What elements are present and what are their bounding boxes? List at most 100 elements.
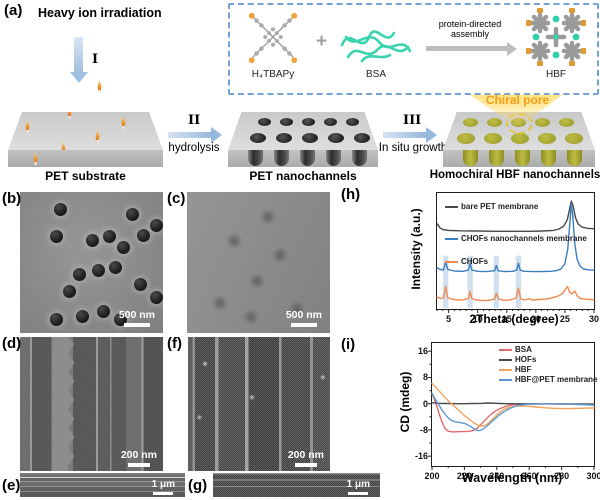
nanopore-icon bbox=[249, 273, 264, 288]
sem-image-e: 1 μm bbox=[20, 473, 185, 497]
nanopore-icon bbox=[150, 290, 163, 304]
panel-g-label: (g) bbox=[188, 477, 208, 494]
x-tick-label: 240 bbox=[489, 471, 505, 481]
legend-item: CHOFs nanochannels membrane bbox=[445, 234, 587, 243]
nanopore-icon bbox=[212, 296, 227, 311]
plus-icon: + bbox=[316, 31, 328, 52]
cd-plot: 200 220 240 260 280 300 16 8 0 -8 -16 BSA HOFs HBF HBF… bbox=[415, 342, 600, 481]
panel-b-label: (b) bbox=[2, 190, 22, 207]
nanopore-icon bbox=[108, 261, 122, 275]
nanopore-icon bbox=[150, 218, 163, 232]
legend-item: HOFs bbox=[499, 355, 536, 364]
nanopore-icon bbox=[272, 248, 287, 263]
y-tick-label: -8 bbox=[419, 424, 428, 435]
ion-flame-icon bbox=[97, 80, 102, 93]
x-tick-label: 220 bbox=[456, 471, 472, 481]
scalebar-c: 500 nm bbox=[286, 309, 322, 327]
legend-swatch-icon bbox=[445, 260, 458, 263]
pet-nanochannels-label: PET nanochannels bbox=[249, 169, 357, 183]
nanopore-icon bbox=[85, 234, 99, 248]
scalebar-b: 500 nm bbox=[119, 309, 155, 327]
nanopore-icon bbox=[227, 234, 242, 249]
pet-nanochannels-graphic bbox=[228, 112, 378, 167]
y-tick-label: 16 bbox=[417, 346, 428, 357]
legend-swatch-icon bbox=[499, 368, 512, 371]
bsa-protein-icon bbox=[340, 30, 412, 63]
protein-label: BSA bbox=[365, 69, 386, 80]
legend-swatch-icon bbox=[499, 358, 512, 361]
legend-item: HBF bbox=[499, 365, 531, 374]
scalebar-f: 200 nm bbox=[288, 449, 324, 467]
growth-caption: In situ growth bbox=[378, 142, 448, 154]
cd-y-axis-label: CD (mdeg) bbox=[398, 371, 412, 433]
nanopore-icon bbox=[72, 268, 86, 282]
h4tbapy-molecule-icon bbox=[248, 12, 298, 64]
irradiation-arrow-icon bbox=[74, 37, 83, 73]
nanopore-icon bbox=[244, 310, 259, 325]
panel-a-title: Heavy ion irradiation bbox=[38, 6, 162, 20]
hydrolysis-caption: hydrolysis bbox=[168, 142, 220, 154]
nanopore-icon bbox=[50, 230, 64, 244]
x-tick-label: 200 bbox=[424, 471, 440, 481]
nanopore-icon bbox=[97, 304, 111, 318]
hydrolysis-arrow-icon bbox=[168, 132, 212, 138]
y-tick-label: -16 bbox=[414, 451, 428, 462]
panel-e-label: (e) bbox=[2, 477, 21, 494]
xrd-plot: 5 10 15 20 25 30 bare PET membrane CHOFs nanoch… bbox=[436, 192, 599, 324]
step-3-label: III bbox=[403, 113, 422, 128]
nanopore-icon bbox=[134, 278, 148, 291]
x-tick-label: 20 bbox=[530, 314, 541, 324]
sem-image-f: 200 nm bbox=[188, 337, 330, 471]
hbf-nanochannels-graphic bbox=[443, 112, 595, 167]
legend-item: BSA bbox=[499, 345, 532, 354]
sem-image-b: 500 nm bbox=[20, 192, 163, 333]
sem-image-g: 1 μm bbox=[213, 473, 380, 497]
y-tick-label: 8 bbox=[422, 372, 428, 383]
x-tick-label: 30 bbox=[588, 314, 600, 324]
nanopore-icon bbox=[91, 263, 105, 277]
nanopore-icon bbox=[62, 285, 76, 299]
legend-item: CHOFs bbox=[445, 257, 488, 266]
x-tick-label: 15 bbox=[501, 314, 512, 324]
sem-image-c: 500 nm bbox=[187, 192, 330, 333]
nanopore-icon bbox=[75, 310, 89, 324]
nanopore-icon bbox=[125, 207, 139, 221]
hbf-nanochannels-label: Homochiral HBF nanochannels bbox=[429, 169, 600, 181]
nanopore-icon bbox=[50, 313, 64, 327]
legend-swatch-icon bbox=[445, 237, 458, 240]
product-label: HBF bbox=[546, 69, 566, 80]
x-tick-label: 5 bbox=[446, 314, 452, 324]
panel-h-label: (h) bbox=[341, 186, 361, 203]
nanopore-icon bbox=[54, 203, 68, 217]
panel-a-label: (a) bbox=[4, 2, 23, 19]
chiral-pore-label: Chiral pore bbox=[485, 93, 550, 107]
legend-swatch-icon bbox=[445, 205, 458, 208]
step-2-label: II bbox=[188, 113, 201, 128]
scalebar-d: 200 nm bbox=[121, 449, 157, 467]
pet-substrate-graphic bbox=[8, 112, 163, 167]
nanopore-icon bbox=[261, 210, 276, 225]
xrd-y-axis-label: Intensity (a.u.) bbox=[409, 208, 423, 290]
cd-x-axis-label: Wavelength (nm) bbox=[461, 471, 563, 485]
step-1-label: I bbox=[92, 52, 99, 67]
xrd-x-axis-label: 2Theta (degree) bbox=[469, 312, 559, 326]
nanopore-icon bbox=[117, 241, 131, 255]
x-tick-label: 260 bbox=[521, 471, 537, 481]
pet-substrate-label: PET substrate bbox=[45, 169, 126, 183]
molecule-label: H₄TBAPy bbox=[251, 69, 295, 80]
legend-swatch-icon bbox=[499, 348, 512, 351]
assembly-arrow-icon bbox=[426, 46, 508, 51]
x-tick-label: 10 bbox=[472, 314, 483, 324]
assembly-inset-box: H₄TBAPy + BSA protein-directed assembly bbox=[228, 3, 599, 95]
sem-image-d: 200 nm bbox=[20, 337, 163, 471]
legend-item: HBF@PET membrane bbox=[499, 375, 597, 384]
legend-swatch-icon bbox=[499, 378, 512, 381]
scalebar-g: 1 μm bbox=[347, 479, 370, 495]
y-tick-label: 0 bbox=[422, 398, 428, 409]
assembly-arrow-caption: protein-directed assembly bbox=[438, 19, 502, 40]
nanopore-icon bbox=[137, 228, 151, 242]
panel-f-label: (f) bbox=[167, 335, 182, 352]
legend-item: bare PET membrane bbox=[445, 202, 538, 211]
scalebar-e: 1 μm bbox=[152, 479, 175, 495]
